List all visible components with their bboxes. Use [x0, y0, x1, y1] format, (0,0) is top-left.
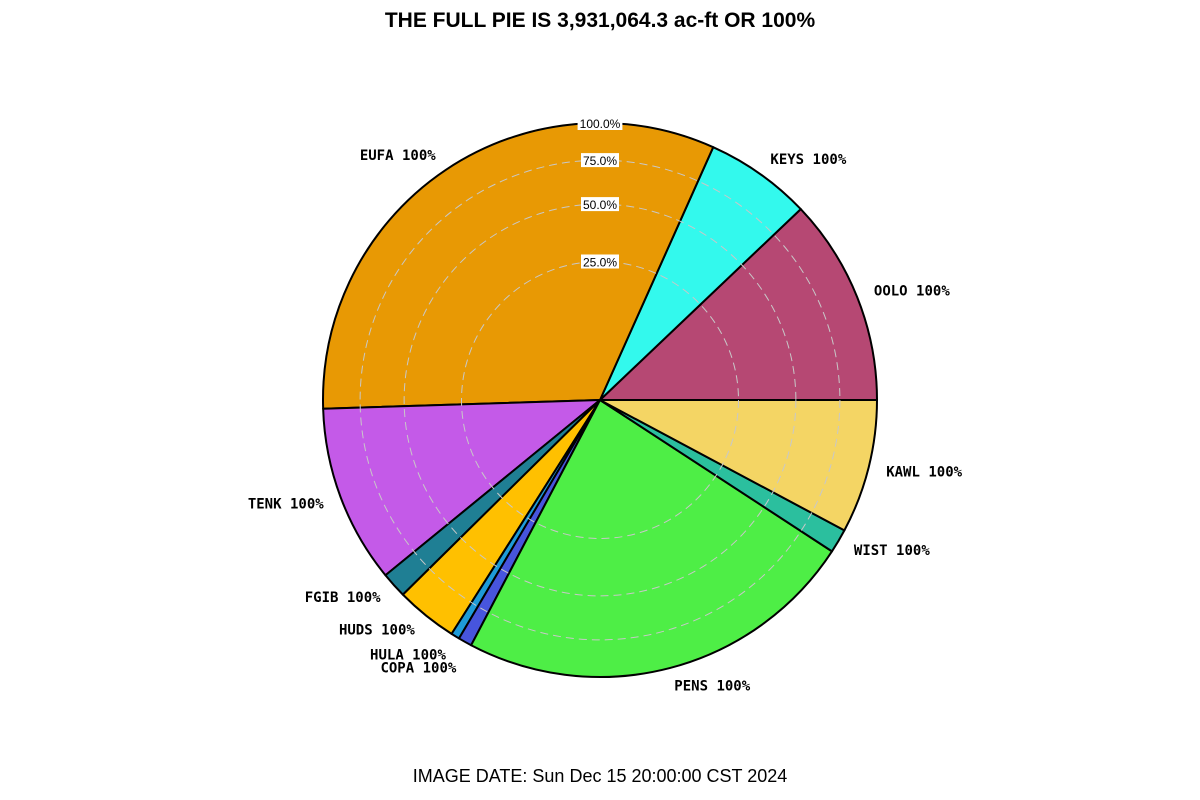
slice-labels: OOLO 100% KEYS 100% EUFA 100% TENK 100% FGIB…	[248, 148, 963, 695]
slice-label-oolo: OOLO 100%	[874, 284, 950, 300]
slice-label-wist: WIST 100%	[854, 543, 930, 559]
radial-tick-label-50: 50.0%	[583, 198, 617, 212]
radial-tick-bg-50	[581, 197, 619, 212]
slice-label-hula: HULA 100%	[370, 648, 446, 664]
radial-tick-bg-75	[581, 153, 619, 168]
page-title: THE FULL PIE IS 3,931,064.3 ac-ft OR 100…	[384, 9, 816, 32]
slice-label-copa: COPA 100%	[380, 661, 456, 677]
slice-label-keys: KEYS 100%	[770, 152, 846, 168]
slice-label-fgib: FGIB 100%	[305, 590, 381, 606]
slice-kawl	[599, 399, 878, 532]
image-date: IMAGE DATE: Sun Dec 15 20:00:00 CST 2024	[412, 766, 788, 786]
pie-slices	[322, 122, 878, 678]
radial-tick-bg-25	[581, 254, 619, 269]
slice-tenk	[322, 399, 601, 577]
slice-label-huds: HUDS 100%	[339, 623, 415, 639]
slice-label-eufa: EUFA 100%	[360, 148, 436, 164]
radial-tick-label-25: 25.0%	[583, 256, 617, 270]
slice-eufa	[322, 122, 715, 410]
radial-tick-bg-100	[577, 116, 623, 130]
radial-tick-label-75: 75.0%	[583, 154, 617, 168]
grid-ring-75	[359, 159, 841, 641]
slice-label-tenk: TENK 100%	[248, 496, 324, 512]
slice-label-pens: PENS 100%	[674, 679, 750, 695]
radial-tick-label-100: 100.0%	[580, 117, 621, 131]
slice-pens	[470, 399, 833, 678]
slice-oolo	[599, 208, 878, 401]
slice-label-kawl: KAWL 100%	[886, 465, 962, 481]
radial-tick-labels: 25.0% 50.0% 75.0% 100.0%	[577, 116, 623, 270]
grid-ring-50	[403, 203, 797, 597]
